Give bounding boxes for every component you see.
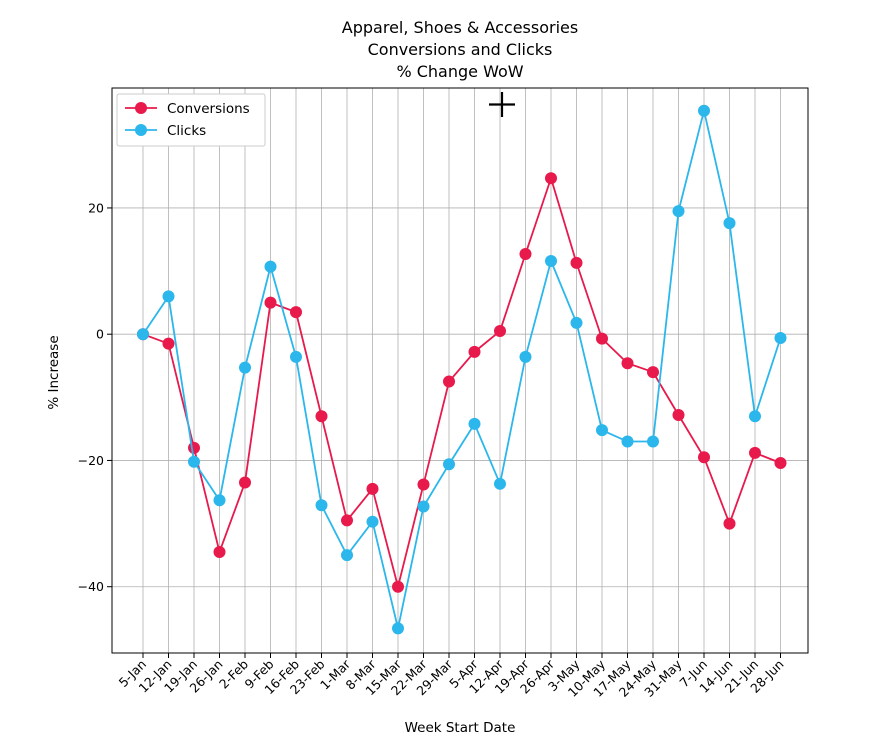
legend-label-conversions: Conversions xyxy=(167,101,250,117)
data-point-conversions xyxy=(494,325,506,338)
y-tick-label: −40 xyxy=(78,579,104,594)
data-point-clicks xyxy=(366,515,379,528)
legend-label-clicks: Clicks xyxy=(167,123,206,139)
chart-title-line-2: Conversions and Clicks xyxy=(368,40,553,59)
data-point-conversions xyxy=(315,410,328,423)
series-layer xyxy=(137,104,787,635)
data-point-conversions xyxy=(341,514,353,527)
x-axis-label: Week Start Date xyxy=(405,720,516,736)
data-point-clicks xyxy=(519,350,532,363)
data-point-clicks xyxy=(188,455,200,468)
data-point-clicks xyxy=(239,361,251,374)
legend-swatch-marker-clicks xyxy=(135,124,147,136)
series-line-conversions xyxy=(142,177,781,588)
data-point-clicks xyxy=(545,254,557,267)
data-point-conversions xyxy=(545,172,557,185)
series-conversions xyxy=(137,172,787,593)
data-point-clicks xyxy=(213,494,226,507)
data-point-conversions xyxy=(723,517,736,530)
data-point-conversions xyxy=(519,248,532,261)
x-axis-ticks: 5-Jan12-Jan19-Jan26-Jan2-Feb9-Feb16-Feb2… xyxy=(116,653,787,700)
data-point-clicks xyxy=(137,328,149,341)
data-point-conversions xyxy=(213,545,226,558)
y-tick-label: 0 xyxy=(96,327,104,342)
data-point-conversions xyxy=(188,441,200,454)
data-point-conversions xyxy=(596,332,608,345)
data-point-clicks xyxy=(392,622,404,635)
data-point-clicks xyxy=(774,331,787,344)
data-point-clicks xyxy=(596,424,608,437)
legend-entry-conversions: Conversions xyxy=(125,101,250,117)
data-point-conversions xyxy=(672,409,685,422)
chart-title-line-1: Apparel, Shoes & Accessories xyxy=(342,18,578,37)
data-point-clicks xyxy=(723,217,736,230)
y-tick-label: −20 xyxy=(78,453,104,468)
y-axis-ticks: 20 0 −20 −40 xyxy=(78,200,112,594)
data-point-clicks xyxy=(621,435,634,448)
data-point-conversions xyxy=(468,345,481,358)
data-point-conversions xyxy=(417,478,430,491)
data-point-conversions xyxy=(647,366,659,379)
data-point-conversions xyxy=(570,256,583,269)
data-point-clicks xyxy=(570,316,583,329)
legend: Conversions Clicks xyxy=(116,93,266,147)
data-point-clicks xyxy=(647,435,659,448)
data-point-conversions xyxy=(774,456,787,469)
data-point-clicks xyxy=(494,477,506,490)
data-point-clicks xyxy=(417,500,430,513)
data-point-conversions xyxy=(749,446,761,459)
data-point-conversions xyxy=(162,337,175,350)
legend-swatch-marker-conversions xyxy=(135,102,147,114)
data-point-clicks xyxy=(749,410,761,423)
series-line-clicks xyxy=(142,109,782,630)
data-point-conversions xyxy=(366,482,379,495)
data-point-clicks xyxy=(672,205,685,218)
grid-lines xyxy=(112,88,808,653)
crosshair-cursor-icon xyxy=(489,92,515,117)
data-point-conversions xyxy=(698,451,710,464)
legend-entry-clicks: Clicks xyxy=(125,123,206,139)
data-point-conversions xyxy=(264,296,277,309)
data-point-clicks xyxy=(290,350,302,363)
chart-title-line-3: % Change WoW xyxy=(396,62,523,81)
data-point-conversions xyxy=(443,375,455,388)
plot-frame xyxy=(111,87,809,654)
legend-box xyxy=(116,93,266,147)
data-point-clicks xyxy=(468,417,481,430)
data-point-conversions xyxy=(392,580,404,593)
y-tick-label: 20 xyxy=(88,200,104,215)
data-point-clicks xyxy=(315,499,328,512)
data-point-clicks xyxy=(264,260,277,273)
data-point-clicks xyxy=(698,104,710,117)
data-point-clicks xyxy=(341,549,353,562)
data-point-clicks xyxy=(443,458,455,471)
series-clicks xyxy=(137,104,787,635)
data-point-clicks xyxy=(162,290,175,303)
data-point-conversions xyxy=(621,357,634,370)
data-point-conversions xyxy=(239,476,251,489)
y-axis-label: % Increase xyxy=(46,335,62,409)
data-point-conversions xyxy=(290,306,302,319)
